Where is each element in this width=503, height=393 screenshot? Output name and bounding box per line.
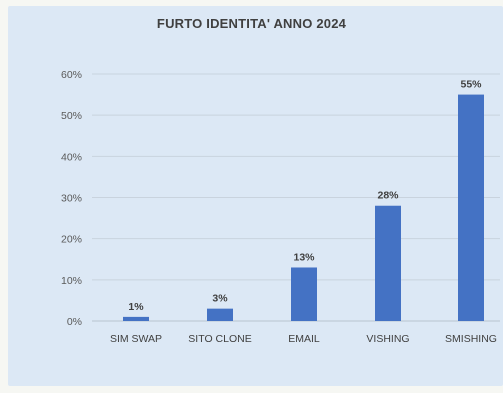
y-tick-label: 60% xyxy=(61,69,82,81)
y-tick-label: 20% xyxy=(61,234,82,246)
chart-title: FURTO IDENTITA' ANNO 2024 xyxy=(156,16,347,31)
x-category-label: SMISHING xyxy=(445,333,497,345)
data-label: 55% xyxy=(460,79,482,91)
x-category-label: EMAIL xyxy=(288,333,320,345)
bar-email xyxy=(291,267,317,321)
bar-sim-swap xyxy=(123,316,149,321)
data-label: 3% xyxy=(212,293,228,305)
y-tick-label: 40% xyxy=(61,151,82,163)
y-axis-ticks: 0% 10% 20% 30% 40% 50% 60% xyxy=(61,69,82,328)
x-category-label: SIM SWAP xyxy=(110,333,162,345)
bar-vishing xyxy=(375,205,401,321)
data-label: 13% xyxy=(293,251,315,263)
x-category-label: SITO CLONE xyxy=(188,333,251,345)
bar-smishing xyxy=(458,94,484,321)
y-tick-label: 30% xyxy=(61,193,82,205)
bars xyxy=(123,94,484,321)
data-labels: 1% 3% 13% 28% 55% xyxy=(128,79,482,313)
chart-panel xyxy=(8,6,503,386)
y-tick-label: 50% xyxy=(61,110,82,122)
x-axis-categories: SIM SWAP SITO CLONE EMAIL VISHING SMISHING xyxy=(110,333,497,345)
y-tick-label: 0% xyxy=(67,316,82,328)
bar-sito-clone xyxy=(207,308,233,321)
data-label: 1% xyxy=(128,301,144,313)
x-category-label: VISHING xyxy=(366,333,409,345)
data-label: 28% xyxy=(377,190,399,202)
y-tick-label: 10% xyxy=(61,275,82,287)
